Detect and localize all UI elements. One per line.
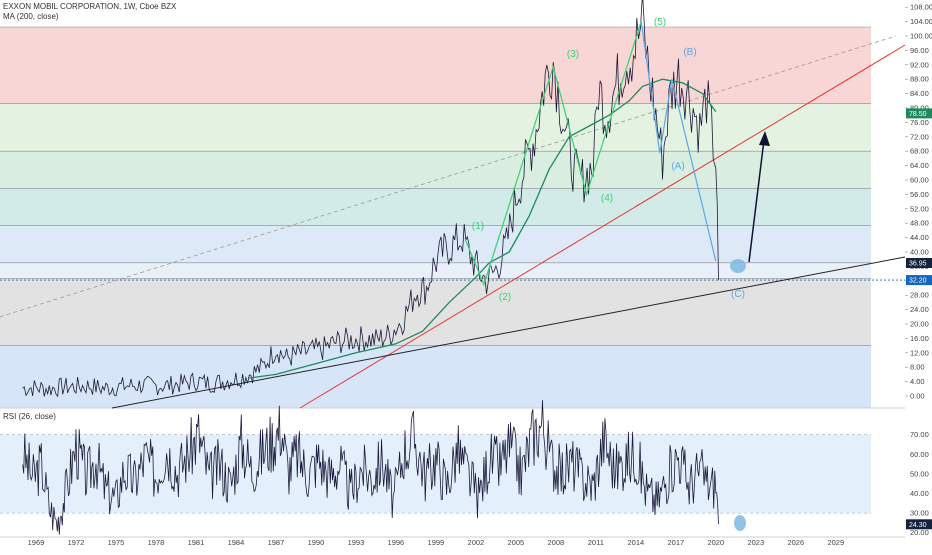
rsi-tick-label: 50.00	[910, 469, 929, 478]
correction-wave-line	[640, 21, 717, 262]
rsi-badge	[906, 519, 932, 530]
fib-band	[0, 278, 871, 346]
date-tick-label: 2020	[707, 538, 724, 547]
wave-label: (A)	[671, 161, 684, 172]
date-tick-label: 1984	[228, 538, 245, 547]
rsi-tick-label: 60.00	[910, 450, 929, 459]
price-tick-label: 64.00	[910, 161, 929, 170]
ma-indicator-label: MA (200, close)	[3, 12, 59, 21]
date-tick-label: 2005	[508, 538, 525, 547]
fib-band	[0, 27, 871, 104]
wave-label: (5)	[654, 17, 666, 28]
date-tick-label: 1999	[428, 538, 445, 547]
price-tick-label: 12.00	[910, 348, 929, 357]
date-tick-label: 2008	[548, 538, 565, 547]
price-badge	[906, 275, 932, 286]
date-tick-label: 2017	[667, 538, 684, 547]
date-tick-label: 1993	[348, 538, 365, 547]
date-tick-label: 1990	[308, 538, 325, 547]
date-tick-label: 1987	[268, 538, 285, 547]
rsi-series-line	[22, 400, 719, 535]
price-tick-label: 104.00	[910, 17, 932, 26]
price-tick-label: 100.00	[910, 32, 932, 41]
fib-band	[0, 225, 871, 263]
price-tick-label: 92.00	[910, 60, 929, 69]
date-tick-label: 1969	[28, 538, 45, 547]
price-tick-label: 44.00	[910, 233, 929, 242]
price-badge	[906, 108, 932, 119]
price-tick-label: 28.00	[910, 291, 929, 300]
date-tick-label: 2014	[627, 538, 644, 547]
date-tick-label: 1972	[68, 538, 85, 547]
rsi-target-circle	[734, 515, 746, 531]
price-tick-label: 80.00	[910, 104, 929, 113]
price-tick-label: 4.00	[910, 377, 925, 386]
price-tick-label: 20.00	[910, 320, 929, 329]
price-badge-label: 78.50	[909, 111, 927, 118]
rsi-tick-label: 40.00	[910, 489, 929, 498]
price-tick-label: 60.00	[910, 176, 929, 185]
date-tick-label: 2029	[827, 538, 844, 547]
wave-label: (C)	[731, 289, 745, 300]
date-tick-label: 2011	[588, 538, 604, 547]
price-tick-label: 108.00	[910, 3, 932, 12]
projection-arrow	[748, 139, 765, 263]
price-tick-label: 24.00	[910, 305, 929, 314]
date-tick-label: 1975	[108, 538, 125, 547]
impulse-wave-line	[464, 21, 642, 287]
price-badge-label: 32.20	[909, 278, 927, 285]
date-tick-label: 2002	[468, 538, 485, 547]
rsi-tick-label: 70.00	[910, 430, 929, 439]
price-tick-label: 0.00	[910, 392, 925, 401]
fib-band	[0, 345, 871, 408]
date-tick-label: 1981	[188, 538, 205, 547]
price-tick-label: 72.00	[910, 132, 929, 141]
price-badge-label: 36.95	[909, 260, 927, 267]
chart-title: EXXON MOBIL CORPORATION, 1W, Cboe BZX	[3, 2, 177, 11]
rsi-indicator-label: RSI (26, close)	[3, 412, 56, 421]
price-tick-label: 76.00	[910, 118, 929, 127]
price-badge	[906, 257, 932, 268]
date-tick-label: 1996	[388, 538, 405, 547]
wave-label: (B)	[683, 47, 696, 58]
fib-band	[0, 103, 871, 152]
price-tick-label: 84.00	[910, 89, 929, 98]
fib-band	[0, 262, 871, 279]
date-tick-label: 1978	[148, 538, 165, 547]
price-tick-label: 88.00	[910, 75, 929, 84]
price-tick-label: 96.00	[910, 46, 929, 55]
price-tick-label: 56.00	[910, 190, 929, 199]
red-trendline	[299, 44, 906, 409]
arrowhead-icon	[759, 131, 770, 146]
ma-series-line	[249, 78, 717, 379]
price-tick-label: 48.00	[910, 219, 929, 228]
price-series-line	[22, 0, 719, 398]
target-circle	[730, 259, 746, 273]
date-tick-label: 2026	[787, 538, 804, 547]
price-tick-label: 8.00	[910, 363, 925, 372]
price-tick-label: 16.00	[910, 334, 929, 343]
rsi-tick-label: 20.00	[910, 528, 929, 537]
date-tick-label: 2023	[747, 538, 764, 547]
rsi-badge-label: 24.30	[909, 522, 927, 529]
dashed-trendline	[0, 35, 896, 318]
price-tick-label: 68.00	[910, 147, 929, 156]
fib-band	[0, 188, 871, 226]
wave-label: (4)	[601, 193, 613, 204]
wave-label: (1)	[472, 221, 484, 232]
price-tick-label: 40.00	[910, 248, 929, 257]
rsi-tick-label: 30.00	[910, 509, 929, 518]
wave-label: (3)	[567, 49, 579, 60]
wave-label: (2)	[499, 292, 511, 303]
fib-band	[0, 151, 871, 189]
price-tick-label: 52.00	[910, 204, 929, 213]
